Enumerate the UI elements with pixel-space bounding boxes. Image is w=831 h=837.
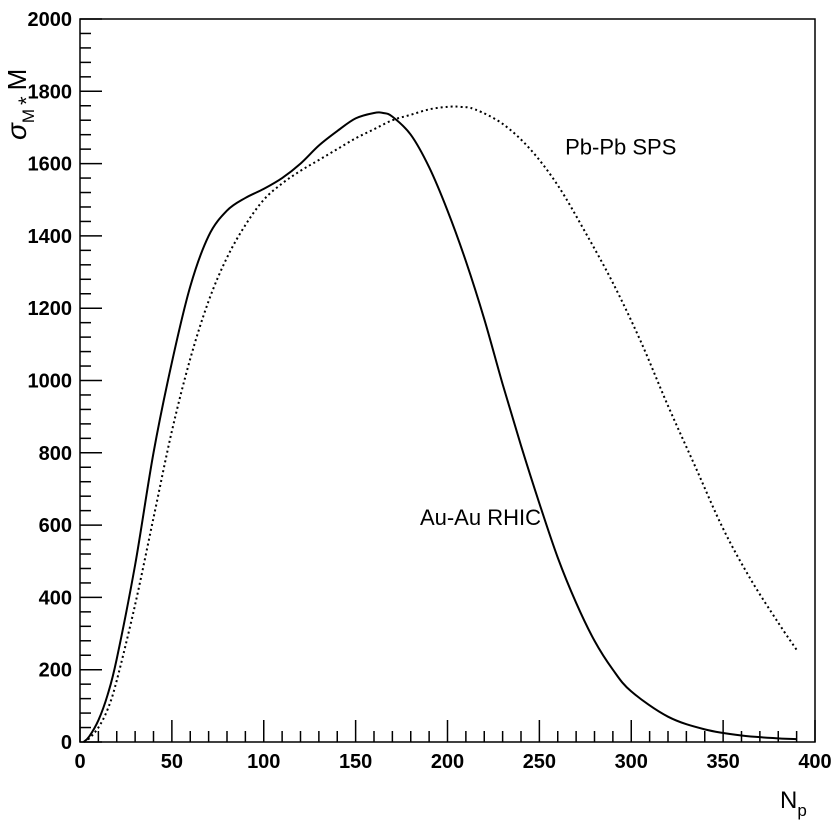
x-tick-label: 0	[74, 751, 85, 773]
x-tick-label: 100	[247, 751, 280, 773]
tick-labels-layer: 0 50 100 150 200 250 300 350 400 0 200 400 600 800 100…	[28, 9, 831, 773]
series-line-pb-pb-sps	[84, 107, 797, 742]
series-labels-layer: Au-Au RHIC Pb-Pb SPS	[420, 135, 676, 531]
y-tick-label: 0	[61, 732, 72, 754]
x-tick-label: 350	[706, 751, 739, 773]
y-tick-label: 1200	[28, 298, 73, 320]
y-tick-label: 1400	[28, 226, 73, 248]
y-axis-title-tail: M	[2, 69, 32, 91]
series-line-au-au-rhic	[84, 112, 797, 742]
y-tick-label: 400	[39, 587, 72, 609]
y-axis-title-sub: M	[19, 109, 38, 123]
y-axis-title-star: *	[14, 96, 39, 105]
series-label-au-au-rhic: Au-Au RHIC	[420, 505, 541, 530]
y-tick-label: 200	[39, 660, 72, 682]
y-tick-label: 2000	[28, 9, 73, 31]
series-layer	[84, 107, 797, 742]
x-axis-title-sub: p	[797, 801, 806, 820]
y-axis-title: σM*M	[1, 69, 39, 140]
ticks-layer	[80, 19, 815, 742]
x-tick-label: 150	[339, 751, 372, 773]
x-tick-label: 250	[523, 751, 556, 773]
x-tick-label: 300	[615, 751, 648, 773]
plot-frame	[80, 19, 815, 742]
x-tick-label: 200	[431, 751, 464, 773]
y-axis-title-sigma: σ	[1, 122, 32, 140]
x-tick-label: 400	[798, 751, 831, 773]
y-tick-label: 1000	[28, 371, 73, 393]
x-axis-title-main: N	[780, 787, 797, 814]
x-axis-title: Np	[780, 787, 807, 820]
x-tick-label: 50	[161, 751, 183, 773]
y-tick-label: 800	[39, 443, 72, 465]
y-tick-label: 1600	[28, 154, 73, 176]
y-tick-label: 600	[39, 515, 72, 537]
series-label-pb-pb-sps: Pb-Pb SPS	[565, 135, 676, 160]
